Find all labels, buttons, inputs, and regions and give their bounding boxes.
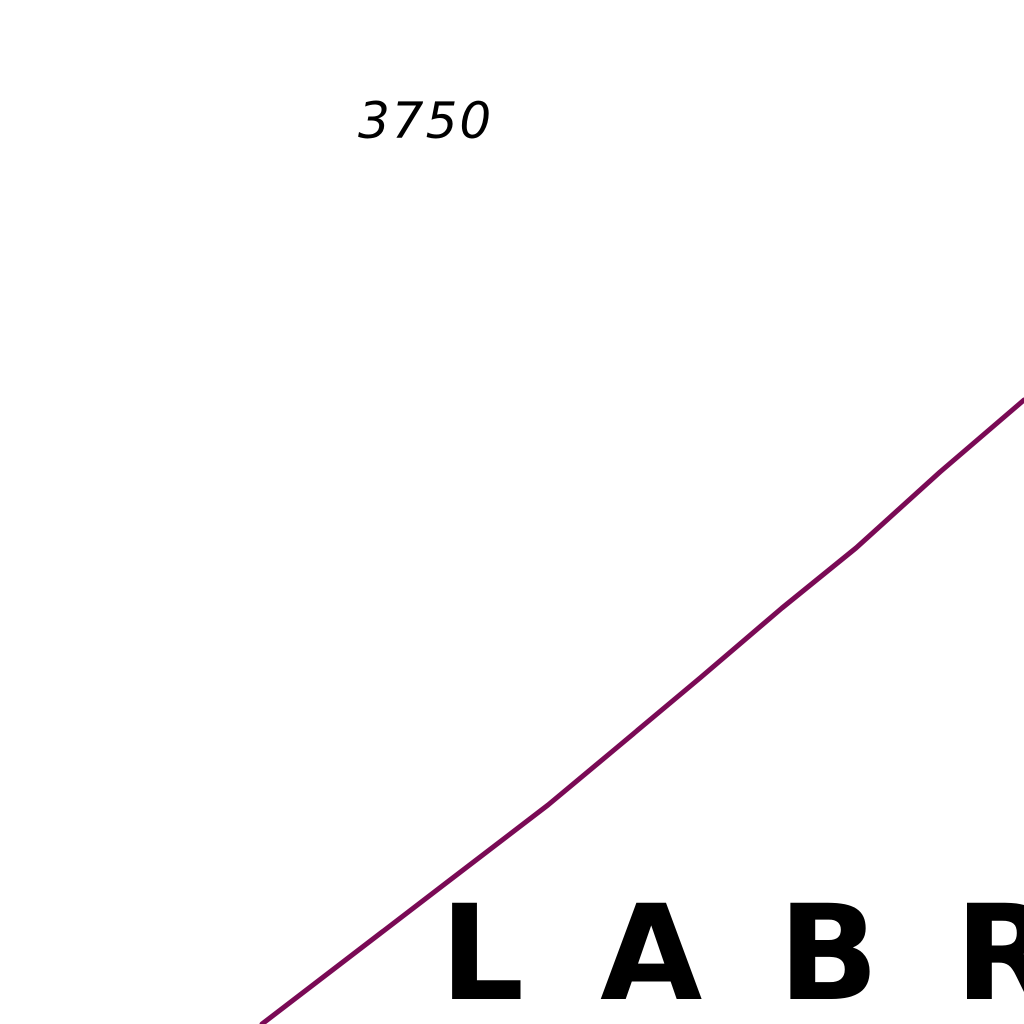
- elevation-label: 3750: [358, 92, 494, 150]
- boundary-line: [259, 397, 1024, 1024]
- place-name-label: LABR: [440, 877, 1024, 1024]
